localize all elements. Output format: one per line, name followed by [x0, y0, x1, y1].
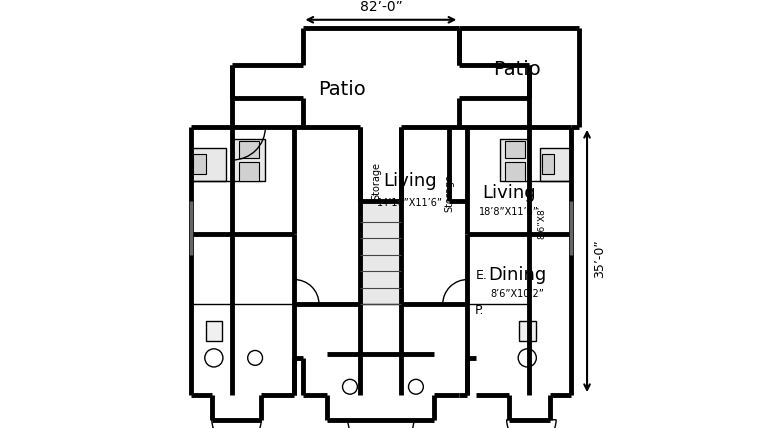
Bar	[206, 321, 222, 342]
Bar	[193, 154, 206, 174]
Text: 82’-0”: 82’-0”	[360, 0, 402, 14]
Bar	[504, 141, 525, 158]
Bar	[519, 321, 535, 342]
Text: Living: Living	[383, 172, 437, 190]
Text: 8’6”X10’2”: 8’6”X10’2”	[490, 289, 544, 299]
Bar	[541, 154, 554, 174]
Text: Dining: Dining	[488, 266, 546, 285]
Text: P.: P.	[474, 304, 484, 317]
Text: 35’-0”: 35’-0”	[593, 240, 606, 278]
Bar	[360, 201, 401, 304]
Text: 8’6”X8’: 8’6”X8’	[537, 205, 546, 238]
Text: Patio: Patio	[318, 80, 366, 99]
Bar	[540, 148, 571, 181]
Bar	[504, 162, 525, 181]
Text: 18’8”X11’6”: 18’8”X11’6”	[479, 207, 539, 217]
Text: E.: E.	[476, 269, 488, 282]
Bar	[239, 162, 259, 181]
Bar	[500, 140, 529, 181]
Text: Living: Living	[482, 184, 535, 202]
Bar	[191, 148, 226, 181]
Text: Storage: Storage	[371, 162, 381, 199]
Text: 14’10”X11’6”: 14’10”X11’6”	[377, 198, 443, 208]
Text: Patio: Patio	[493, 60, 541, 79]
Bar	[239, 141, 259, 158]
Bar	[233, 140, 266, 181]
Text: Storage: Storage	[444, 174, 454, 212]
